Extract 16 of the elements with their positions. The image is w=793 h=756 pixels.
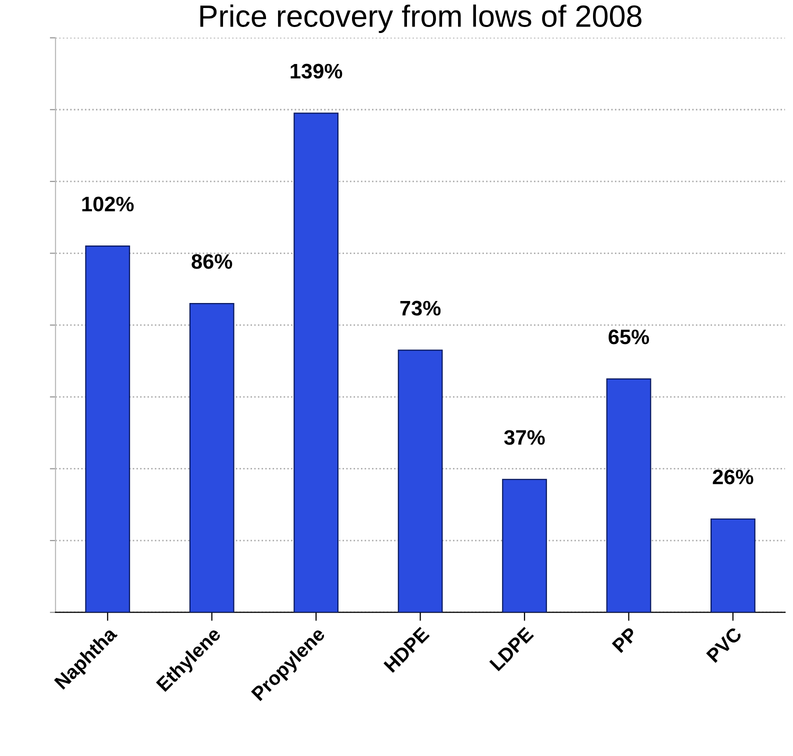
bar	[502, 478, 547, 612]
bar	[189, 302, 234, 612]
data-label: 102%	[82, 196, 134, 212]
data-label: 73%	[400, 300, 441, 316]
bar	[85, 246, 130, 612]
data-label: 37%	[504, 430, 545, 445]
bar	[398, 350, 443, 612]
data-label: 139%	[290, 64, 342, 79]
bar	[294, 112, 339, 612]
x-tick-label: PP	[612, 626, 638, 653]
bar	[710, 518, 756, 612]
data-label: 86%	[192, 254, 232, 269]
data-label: 26%	[712, 470, 754, 484]
bar	[606, 378, 652, 612]
data-label: 65%	[608, 330, 650, 344]
chart-title: Price recovery from lows of 2008	[200, 4, 642, 34]
